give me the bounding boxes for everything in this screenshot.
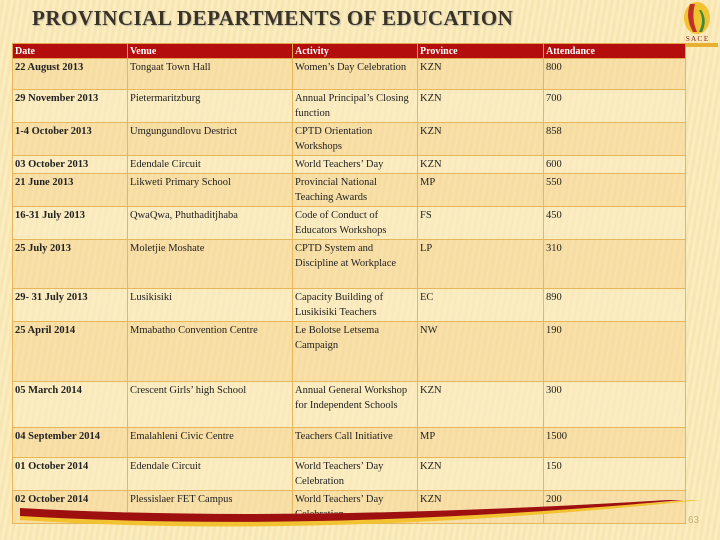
cell-date: 21 June 2013	[12, 173, 128, 207]
cell-attendance: 600	[543, 155, 686, 174]
cell-attendance: 450	[543, 206, 686, 240]
table-row: 16-31 July 2013 QwaQwa, Phuthaditjhaba Cod…	[12, 206, 686, 240]
table-row: 04 September 2014 Emalahleni Civic Centre…	[12, 427, 686, 458]
table-header-row: Date Venue Activity Province Attendance	[12, 43, 686, 59]
cell-activity: Annual Principal’s Closing function	[292, 89, 418, 123]
cell-date: 22 August 2013	[12, 58, 128, 90]
cell-venue: Emalahleni Civic Centre	[127, 427, 293, 458]
cell-activity: Annual General Workshop for Independent …	[292, 381, 418, 428]
cell-date: 03 October 2013	[12, 155, 128, 174]
cell-province: KZN	[417, 155, 544, 174]
cell-date: 25 April 2014	[12, 321, 128, 382]
cell-province: MP	[417, 427, 544, 458]
cell-attendance: 700	[543, 89, 686, 123]
cell-province: KZN	[417, 89, 544, 123]
cell-venue: Edendale Circuit	[127, 457, 293, 491]
table-row: 25 July 2013 Moletjie Moshate CPTD System …	[12, 239, 686, 289]
events-table: Date Venue Activity Province Attendance …	[12, 43, 686, 524]
cell-venue: Likweti Primary School	[127, 173, 293, 207]
cell-attendance: 550	[543, 173, 686, 207]
table-row: 05 March 2014 Crescent Girls’ high School…	[12, 381, 686, 428]
cell-date: 1-4 October 2013	[12, 122, 128, 156]
table-row: 1-4 October 2013 Umgungundlovu Destrict CP…	[12, 122, 686, 156]
cell-attendance: 858	[543, 122, 686, 156]
cell-province: LP	[417, 239, 544, 289]
cell-date: 04 September 2014	[12, 427, 128, 458]
table-row: 25 April 2014 Mmabatho Convention Centre L…	[12, 321, 686, 382]
cell-attendance: 1500	[543, 427, 686, 458]
cell-venue: Mmabatho Convention Centre	[127, 321, 293, 382]
cell-attendance: 800	[543, 58, 686, 90]
table-row: 29- 31 July 2013 Lusikisiki Capacity Build…	[12, 288, 686, 322]
cell-activity: Code of Conduct of Educators Workshops	[292, 206, 418, 240]
table-row: 22 August 2013 Tongaat Town Hall Women’s D…	[12, 58, 686, 90]
table-row: 03 October 2013 Edendale Circuit World Tea…	[12, 155, 686, 174]
cell-date: 05 March 2014	[12, 381, 128, 428]
cell-attendance: 890	[543, 288, 686, 322]
cell-activity: CPTD Orientation Workshops	[292, 122, 418, 156]
cell-venue: Tongaat Town Hall	[127, 58, 293, 90]
decorative-swoosh	[20, 500, 701, 527]
cell-activity: Women’s Day Celebration	[292, 58, 418, 90]
cell-venue: Edendale Circuit	[127, 155, 293, 174]
svg-text:S A C E: S A C E	[686, 35, 708, 43]
cell-activity: Teachers Call Initiative	[292, 427, 418, 458]
cell-province: KZN	[417, 58, 544, 90]
cell-date: 01 October 2014	[12, 457, 128, 491]
cell-province: KZN	[417, 457, 544, 491]
cell-date: 29 November 2013	[12, 89, 128, 123]
cell-date: 16-31 July 2013	[12, 206, 128, 240]
cell-province: FS	[417, 206, 544, 240]
cell-venue: Moletjie Moshate	[127, 239, 293, 289]
cell-attendance: 150	[543, 457, 686, 491]
cell-province: MP	[417, 173, 544, 207]
cell-venue: QwaQwa, Phuthaditjhaba	[127, 206, 293, 240]
cell-activity: World Teachers’ Day Celebration	[292, 457, 418, 491]
column-header-activity: Activity	[292, 43, 418, 59]
cell-province: KZN	[417, 122, 544, 156]
cell-venue: Umgungundlovu Destrict	[127, 122, 293, 156]
table-row: 01 October 2014 Edendale Circuit World Tea…	[12, 457, 686, 491]
cell-attendance: 190	[543, 321, 686, 382]
cell-date: 25 July 2013	[12, 239, 128, 289]
cell-venue: Lusikisiki	[127, 288, 293, 322]
page-title: PROVINCIAL DEPARTMENTS OF EDUCATION	[32, 6, 514, 30]
sace-logo: S A C E	[678, 2, 718, 47]
cell-activity: Provincial National Teaching Awards	[292, 173, 418, 207]
column-header-venue: Venue	[127, 43, 293, 59]
column-header-province: Province	[417, 43, 544, 59]
cell-venue: Pietermaritzburg	[127, 89, 293, 123]
cell-venue: Crescent Girls’ high School	[127, 381, 293, 428]
cell-province: EC	[417, 288, 544, 322]
cell-activity: Le Bolotse Letsema Campaign	[292, 321, 418, 382]
table-row: 29 November 2013 Pietermaritzburg Annual P…	[12, 89, 686, 123]
page-number: 63	[688, 515, 700, 526]
cell-date: 29- 31 July 2013	[12, 288, 128, 322]
cell-province: NW	[417, 321, 544, 382]
cell-activity: World Teachers’ Day	[292, 155, 418, 174]
cell-attendance: 310	[543, 239, 686, 289]
table-row: 21 June 2013 Likweti Primary School Provin…	[12, 173, 686, 207]
cell-province: KZN	[417, 381, 544, 428]
cell-activity: Capacity Building of Lusikisiki Teachers	[292, 288, 418, 322]
column-header-date: Date	[12, 43, 128, 59]
cell-attendance: 300	[543, 381, 686, 428]
cell-activity: CPTD System and Discipline at Workplace	[292, 239, 418, 289]
column-header-attendance: Attendance	[543, 43, 686, 59]
